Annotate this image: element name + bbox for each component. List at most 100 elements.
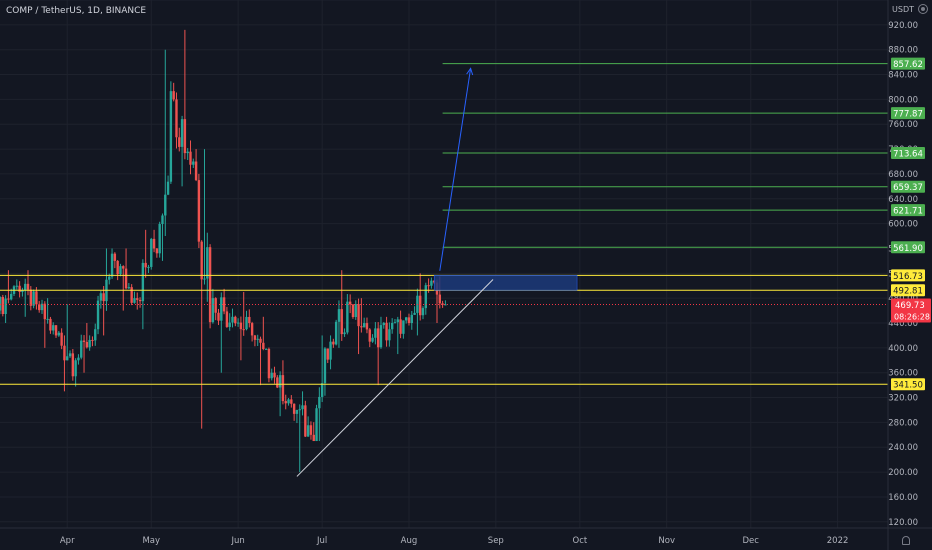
- candle-body: [63, 345, 66, 361]
- candle-body: [91, 339, 94, 341]
- candle-body: [74, 360, 77, 377]
- y-tick-label: 280.00: [888, 418, 918, 428]
- candle-body: [292, 403, 296, 414]
- candle-body: [438, 294, 441, 304]
- candle-body: [40, 303, 44, 311]
- gear-icon[interactable]: [918, 4, 928, 14]
- candle-body: [178, 137, 181, 147]
- candle-body: [430, 280, 433, 286]
- level-badge: [891, 147, 925, 160]
- candle-body: [301, 405, 304, 410]
- candle-body: [85, 341, 89, 348]
- current-price-label: 469.73: [895, 301, 925, 311]
- y-tick-label: 600.00: [888, 220, 918, 230]
- candle-body: [127, 287, 131, 289]
- y-tick-label: 160.00: [888, 493, 918, 503]
- x-tick-label: 2022: [827, 536, 849, 546]
- candle-body: [242, 329, 245, 331]
- candle-body: [379, 325, 383, 348]
- candle-body: [150, 238, 153, 267]
- candle-body: [245, 316, 248, 330]
- candle-body: [410, 314, 413, 324]
- candle-body: [138, 299, 142, 302]
- candle-body: [234, 316, 237, 324]
- supply-zone: [433, 275, 578, 291]
- candle-body: [315, 408, 318, 442]
- candle-body: [175, 99, 178, 138]
- x-tick-label: Jun: [230, 536, 244, 546]
- level-badge: [891, 378, 925, 391]
- candle-body: [206, 247, 209, 279]
- candle-body: [217, 312, 220, 321]
- candle-body: [340, 309, 343, 335]
- level-badge: [891, 57, 925, 70]
- candle-body: [124, 268, 128, 289]
- candle-body: [295, 410, 299, 414]
- candle-body: [88, 339, 91, 348]
- candle-body: [332, 341, 335, 345]
- candle-body: [427, 285, 430, 287]
- bell-icon[interactable]: [902, 536, 910, 545]
- candle-body: [298, 409, 301, 411]
- candle-body: [203, 278, 206, 280]
- y-tick-label: 360.00: [888, 369, 918, 379]
- candle-body: [26, 283, 30, 290]
- candle-body: [4, 298, 7, 315]
- candle-body: [393, 322, 397, 324]
- candle-body: [82, 340, 86, 342]
- candle-body: [385, 322, 388, 341]
- candle-body: [312, 434, 315, 442]
- currency-unit: USDT: [892, 5, 914, 14]
- projection-arrow: [439, 68, 472, 271]
- candle-body: [77, 357, 80, 361]
- y-tick-label: 440.00: [888, 319, 918, 329]
- trendline: [296, 279, 494, 477]
- y-tick-label: 200.00: [888, 468, 918, 478]
- candle-body: [155, 248, 159, 254]
- candle-body: [441, 303, 444, 305]
- candle-body: [49, 318, 52, 331]
- candle-body: [102, 293, 105, 302]
- level-label: 621.71: [893, 207, 923, 217]
- candle-body: [236, 322, 240, 324]
- candle-body: [225, 311, 229, 327]
- candle-body: [351, 304, 355, 318]
- candle-body: [194, 161, 198, 181]
- candle-body: [253, 335, 257, 340]
- level-badge: [891, 180, 925, 193]
- level-label: 561.90: [893, 244, 923, 254]
- candle-body: [399, 319, 402, 334]
- candle-body: [57, 332, 61, 336]
- candle-body: [413, 312, 416, 315]
- candle-body: [374, 328, 377, 338]
- level-label: 857.62: [893, 60, 923, 70]
- candle-body: [267, 348, 271, 379]
- candle-body: [158, 223, 161, 254]
- level-label: 492.81: [893, 287, 923, 297]
- candle-body: [396, 319, 399, 323]
- drawings: [296, 67, 578, 477]
- candle-body: [444, 304, 447, 306]
- candle-body: [329, 341, 332, 360]
- candle-body: [144, 262, 147, 268]
- candle-body: [52, 325, 55, 331]
- candle-body: [407, 317, 411, 324]
- candle-body: [152, 238, 156, 249]
- candle-body: [161, 215, 164, 224]
- candle-body: [172, 91, 175, 100]
- level-label: 713.64: [893, 150, 923, 160]
- candle-body: [214, 298, 217, 313]
- candle-body: [200, 241, 203, 280]
- candle-body: [348, 301, 352, 305]
- candle-body: [231, 316, 234, 323]
- candle-body: [96, 300, 100, 330]
- candle-body: [371, 337, 374, 342]
- y-tick-label: 640.00: [888, 195, 918, 205]
- x-tick-label: Dec: [743, 536, 760, 546]
- candle-body: [186, 151, 189, 154]
- x-tick-label: Oct: [573, 536, 588, 546]
- candle-body: [192, 161, 195, 165]
- candle-body: [270, 372, 273, 379]
- candle-body: [18, 285, 21, 292]
